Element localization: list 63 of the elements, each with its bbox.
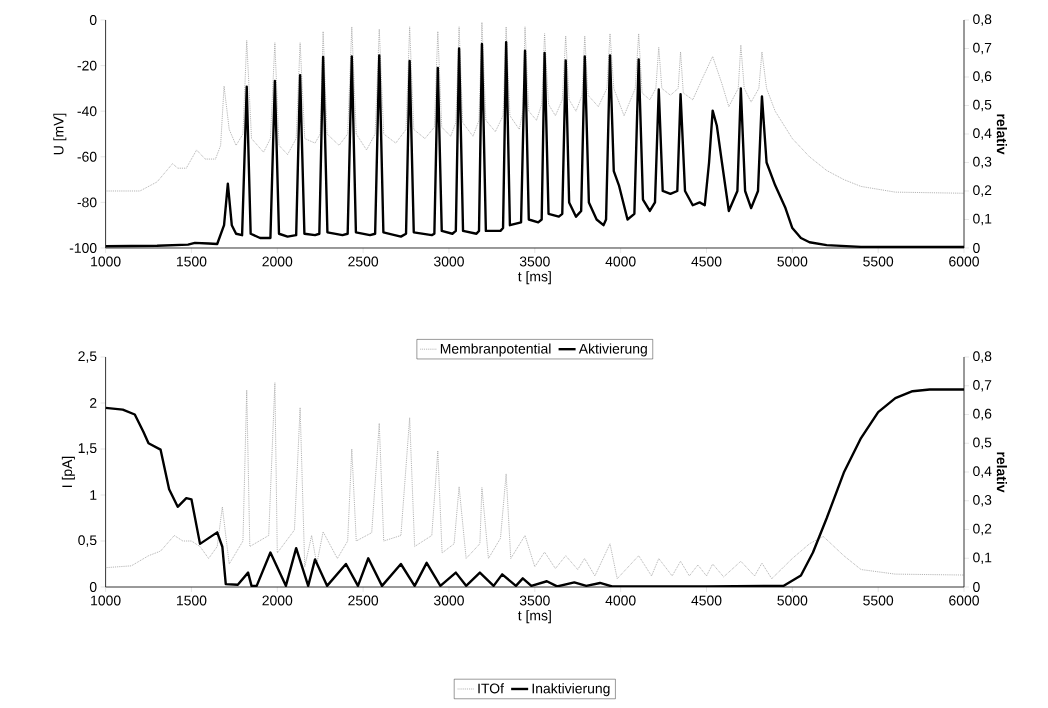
y-tick-label: -100 [69, 243, 97, 253]
y2-tick-label: 0 [973, 582, 980, 592]
y2-tick-label: 0,8 [973, 14, 992, 26]
x-tick-label: 5500 [863, 256, 894, 267]
x-tick-label: 4500 [691, 595, 722, 606]
x-tick-label: 1500 [176, 595, 207, 606]
x-tick-label: 1000 [91, 256, 121, 267]
y2-tick-label: 0,7 [973, 379, 992, 392]
x-tick-label: 5000 [777, 256, 808, 267]
x-axis-title: t [ms] [517, 271, 551, 285]
x-tick-label: 6000 [949, 256, 979, 267]
y-tick-label: 1,5 [78, 443, 97, 455]
x-tick-label: 5500 [863, 595, 894, 606]
y2-tick-label: 0,1 [973, 552, 992, 565]
x-tick-label: 2000 [262, 595, 293, 606]
y-axis-title: I [pA] [61, 456, 75, 487]
y2-tick-label: 0,7 [973, 42, 992, 55]
y2-tick-label: 0,5 [973, 437, 992, 450]
y-tick-label: -20 [77, 60, 97, 71]
y-tick-label: 0 [89, 582, 97, 592]
y2-axis-title: relativ [996, 114, 1008, 155]
x-tick-label: 4000 [605, 256, 636, 267]
x-tick-label: 3500 [519, 595, 550, 606]
x-tick-label: 1500 [176, 256, 207, 267]
x-tick-label: 4000 [605, 595, 636, 606]
x-axis-title: t [ms] [517, 610, 551, 624]
y2-tick-label: 0,6 [973, 71, 992, 83]
x-tick-label: 3000 [433, 595, 464, 606]
y-tick-label: 2 [90, 398, 97, 408]
y2-tick-label: 0,4 [973, 128, 992, 140]
y-tick-label: -60 [77, 151, 97, 162]
x-tick-label: 4500 [691, 256, 722, 267]
y-tick-label: 0,5 [78, 535, 97, 547]
y2-axis-title: relativ [996, 452, 1008, 493]
legend-label: Aktivierung [578, 343, 647, 357]
y-tick-label: 1 [90, 490, 97, 500]
line-series [105, 21, 965, 194]
y2-tick-label: 0,8 [973, 351, 992, 363]
y-tick-label: -80 [77, 197, 97, 208]
x-tick-label: 2500 [348, 256, 379, 267]
x-tick-label: 3500 [519, 256, 550, 267]
y-tick-label: 2,5 [78, 351, 97, 363]
y-tick-label: 0 [89, 15, 97, 25]
y2-tick-label: 0,5 [973, 99, 992, 112]
y-tick-label: -40 [77, 106, 97, 117]
y2-tick-label: 0 [973, 243, 980, 253]
y2-tick-label: 0,2 [973, 185, 992, 197]
y2-tick-label: 0,6 [973, 408, 992, 421]
x-tick-label: 2000 [262, 256, 293, 267]
y2-tick-label: 0,2 [973, 523, 992, 536]
x-tick-label: 6000 [949, 595, 979, 606]
y-axis-title: U [mV] [53, 113, 67, 155]
legend-label: ITOf [478, 683, 504, 694]
x-tick-label: 2500 [348, 595, 379, 606]
y2-tick-label: 0,1 [973, 213, 992, 226]
y2-tick-label: 0,3 [973, 494, 992, 507]
x-tick-label: 1000 [91, 595, 121, 606]
x-tick-label: 3000 [433, 256, 464, 267]
legend-label: Membranpotential [440, 343, 551, 357]
y2-tick-label: 0,4 [973, 466, 992, 478]
y2-tick-label: 0,3 [973, 156, 992, 169]
x-tick-label: 5000 [777, 595, 808, 606]
legend-label: Inaktivierung [532, 683, 610, 697]
